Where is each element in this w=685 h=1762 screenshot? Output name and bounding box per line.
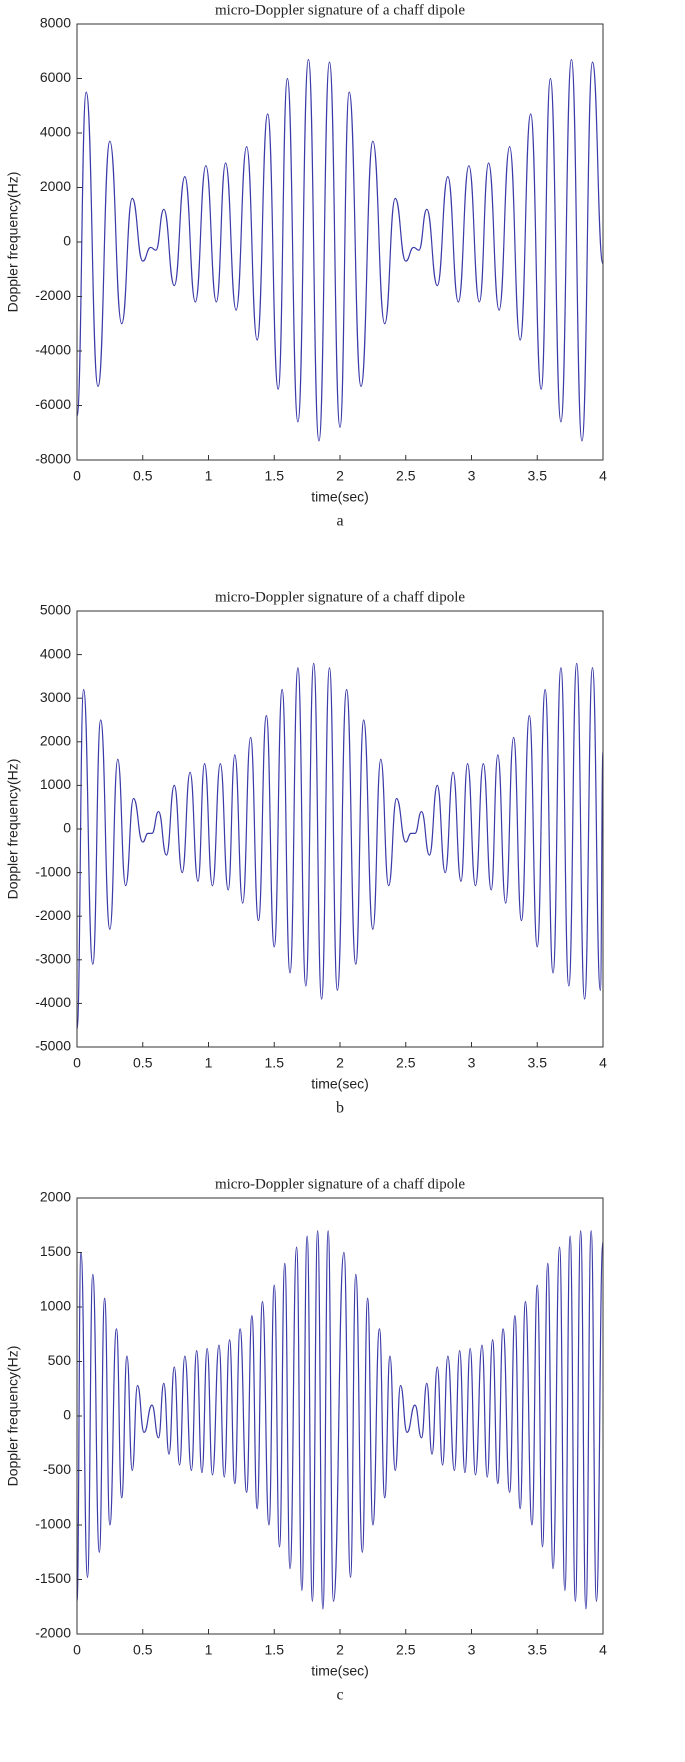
y-tick-label: -6000 (35, 396, 71, 412)
plot-frame (76, 610, 604, 1048)
y-tick-label: 4000 (40, 645, 71, 661)
y-tick-label: -8000 (35, 451, 71, 467)
x-tick-label: 1.5 (265, 468, 285, 484)
x-tick-label: 4 (599, 468, 607, 484)
x-tick-label: 3 (468, 1055, 476, 1071)
y-tick-label: 1000 (40, 1298, 71, 1314)
signal-line (77, 662, 603, 1031)
x-tick-label: 3 (468, 468, 476, 484)
x-tick-label: 1.5 (265, 1642, 285, 1658)
line-group (77, 662, 603, 1031)
y-tick-label: 3000 (40, 689, 71, 705)
x-tick-label: 0 (73, 468, 81, 484)
y-tick-label: 8000 (40, 15, 71, 31)
signal-line (77, 1230, 603, 1610)
x-tick-label: 0 (73, 1642, 81, 1658)
panel-caption: c (336, 1687, 343, 1704)
y-tick-label: 2000 (40, 1189, 71, 1205)
y-tick-label: 5000 (40, 602, 71, 618)
x-tick-label: 2 (336, 1055, 344, 1071)
x-tick-label: 1.5 (265, 1055, 285, 1071)
x-tick-label: 2.5 (396, 1642, 416, 1658)
y-tick-label: 0 (63, 1407, 71, 1423)
y-tick-label: 0 (63, 233, 71, 249)
y-tick-label: -2000 (35, 907, 71, 923)
chart-title: micro-Doppler signature of a chaff dipol… (215, 1176, 465, 1192)
x-tick-label: 0.5 (133, 1055, 153, 1071)
x-tick-label: 1 (205, 468, 213, 484)
chart-panel: micro-Doppler signature of a chaff dipol… (5, 589, 607, 1116)
y-axis-label: Doppler frequency(Hz) (5, 1346, 21, 1487)
signal-line (77, 58, 603, 442)
y-tick-label: -1500 (35, 1570, 71, 1586)
y-tick-label: 2000 (40, 178, 71, 194)
x-tick-label: 3.5 (528, 1055, 548, 1071)
chart-panel: micro-Doppler signature of a chaff dipol… (5, 2, 607, 529)
panel-caption: b (336, 1100, 344, 1117)
x-tick-label: 1 (205, 1642, 213, 1658)
x-tick-label: 2 (336, 1642, 344, 1658)
x-tick-label: 3 (468, 1642, 476, 1658)
x-tick-label: 4 (599, 1055, 607, 1071)
panel-caption: a (336, 513, 343, 530)
line-group (77, 1230, 603, 1610)
y-tick-label: -2000 (35, 287, 71, 303)
chart-panel: micro-Doppler signature of a chaff dipol… (5, 1176, 607, 1703)
y-tick-label: 500 (48, 1352, 72, 1368)
line-group (77, 58, 603, 442)
y-tick-label: -3000 (35, 951, 71, 967)
x-tick-label: 1 (205, 1055, 213, 1071)
x-tick-label: 2 (336, 468, 344, 484)
plot-frame (76, 23, 604, 461)
x-axis-label: time(sec) (311, 1663, 369, 1679)
y-tick-label: -4000 (35, 342, 71, 358)
y-tick-label: -4000 (35, 994, 71, 1010)
plot-frame (76, 1197, 604, 1635)
y-axis-label: Doppler frequency(Hz) (5, 759, 21, 900)
x-tick-label: 0 (73, 1055, 81, 1071)
chart-title: micro-Doppler signature of a chaff dipol… (215, 589, 465, 605)
y-axis-label: Doppler frequency(Hz) (5, 172, 21, 313)
x-tick-label: 0.5 (133, 1642, 153, 1658)
y-tick-label: 2000 (40, 733, 71, 749)
y-tick-label: -500 (43, 1461, 71, 1477)
chart-title: micro-Doppler signature of a chaff dipol… (215, 2, 465, 18)
y-tick-label: -1000 (35, 1516, 71, 1532)
y-tick-label: 1000 (40, 776, 71, 792)
x-tick-label: 0.5 (133, 468, 153, 484)
x-axis-label: time(sec) (311, 489, 369, 505)
x-tick-label: 2.5 (396, 468, 416, 484)
x-tick-label: 3.5 (528, 1642, 548, 1658)
x-tick-label: 3.5 (528, 468, 548, 484)
x-axis-label: time(sec) (311, 1076, 369, 1092)
y-tick-label: -5000 (35, 1038, 71, 1054)
y-tick-label: -2000 (35, 1625, 71, 1641)
y-tick-label: 0 (63, 820, 71, 836)
x-tick-label: 2.5 (396, 1055, 416, 1071)
y-tick-label: 6000 (40, 69, 71, 85)
y-tick-label: 4000 (40, 124, 71, 140)
y-tick-label: -1000 (35, 863, 71, 879)
y-tick-label: 1500 (40, 1243, 71, 1259)
x-tick-label: 4 (599, 1642, 607, 1658)
